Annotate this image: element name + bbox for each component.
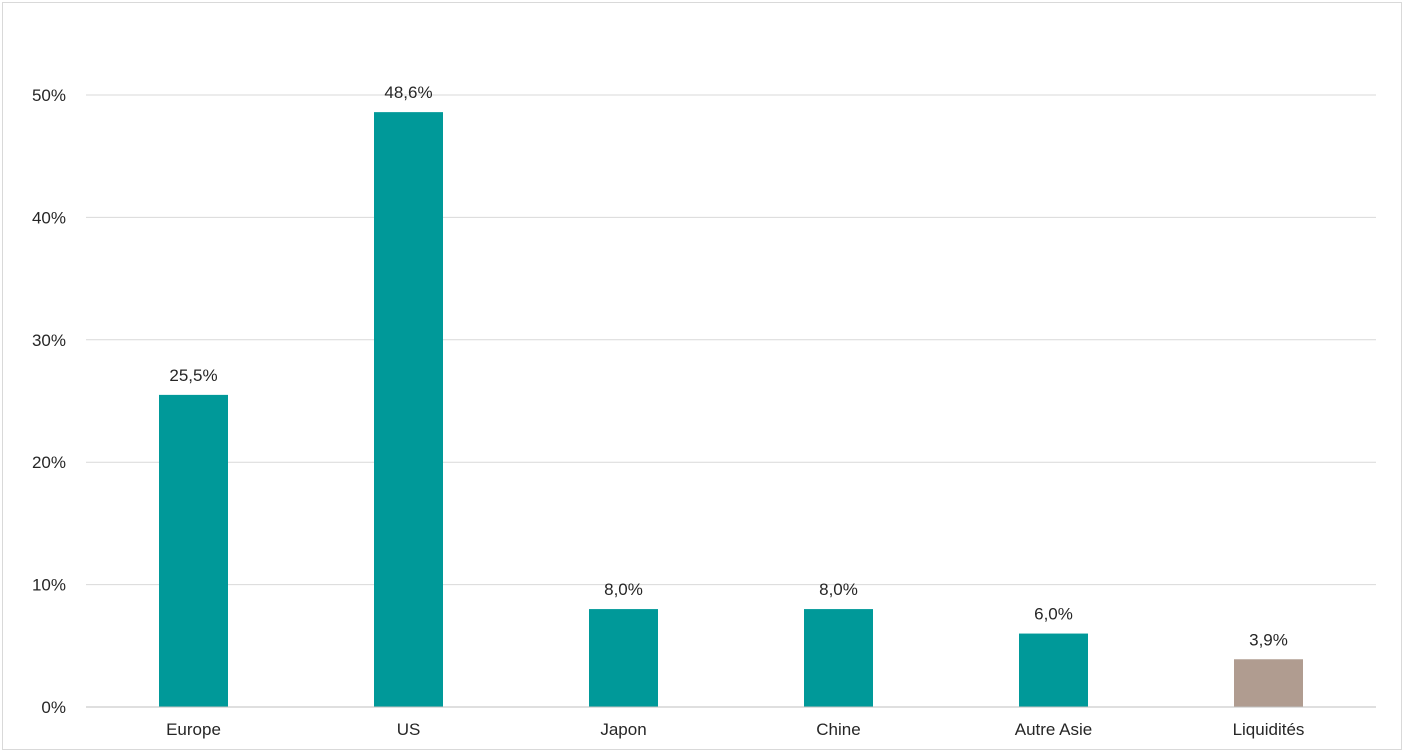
y-tick-label: 50% [32,86,66,105]
data-labels: 25,5% 48,6% 8,0% 8,0% 6,0% 3,9% [169,83,1287,649]
y-axis-ticks: 0% 10% 20% 30% 40% 50% [32,86,66,717]
y-tick-label: 40% [32,208,66,227]
x-category-label: Japon [600,720,646,739]
x-category-label: Chine [816,720,860,739]
bar-autre-asie [1019,633,1088,707]
data-label: 25,5% [169,366,217,385]
bar-japon [589,609,658,707]
category-labels: Europe US Japon Chine Autre Asie Liquidités [166,720,1304,739]
data-label: 3,9% [1249,630,1288,649]
gridlines [86,94,1376,586]
y-tick-label: 20% [32,453,66,472]
y-tick-label: 0% [41,698,66,717]
bar-liquidit-s [1234,659,1303,707]
data-label: 8,0% [604,580,643,599]
bars [159,112,1303,708]
bar-europe [159,394,228,707]
x-category-label: US [397,720,421,739]
y-tick-label: 10% [32,576,66,595]
x-category-label: Liquidités [1233,720,1305,739]
data-label: 6,0% [1034,605,1073,624]
x-category-label: Autre Asie [1015,720,1093,739]
data-label: 8,0% [819,580,858,599]
y-tick-label: 30% [32,331,66,350]
x-category-label: Europe [166,720,221,739]
data-label: 48,6% [384,83,432,102]
bar-us [374,112,443,708]
bar-chine [804,609,873,707]
